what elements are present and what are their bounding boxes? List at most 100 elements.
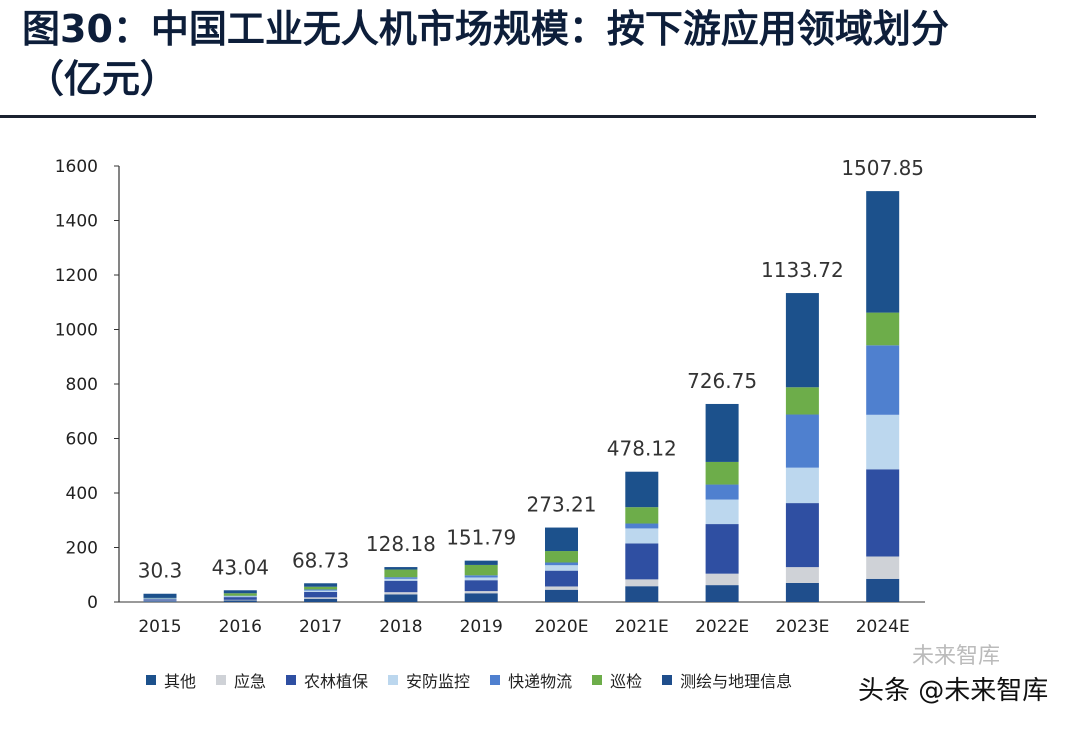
y-tick-label: 1400 [55, 212, 98, 232]
legend-label: 应急 [234, 672, 267, 691]
x-tick-label: 2023E [775, 617, 829, 637]
bar-segment-2019-安防监控 [464, 577, 498, 581]
legend-swatch [592, 675, 603, 685]
bar-segment-2020E-农林植保 [545, 570, 578, 587]
bar-segment-2018-其他 [384, 567, 418, 570]
legend-item: 应急 [216, 668, 266, 692]
bar-segment-2019-测绘与地理信息 [464, 593, 498, 602]
legend-swatch [146, 675, 156, 685]
chart-title: 图30：中国工业无人机市场规模：按下游应用领域划分 （亿元） [22, 4, 1062, 104]
legend-item: 农林植保 [286, 668, 368, 692]
chart-title-line2: （亿元） [26, 57, 179, 101]
bar-segment-2018-测绘与地理信息 [384, 594, 418, 602]
labels: 2015 30.3 2016 43.04 2017 68.73 2018 128.18 2019… [138, 156, 924, 637]
total-label: 128.18 [366, 532, 436, 556]
total-label: 43.04 [212, 555, 269, 579]
legend-swatch [490, 675, 501, 685]
watermark: 头条 @未来智库 [858, 676, 1049, 706]
bar-segment-2015-农林植保 [143, 599, 177, 601]
bar-segment-2018-安防监控 [384, 578, 418, 581]
bar-segment-2016-巡检 [223, 593, 257, 596]
y-tick-label: 400 [66, 484, 98, 504]
bar-segment-2020E-应急 [545, 586, 578, 590]
x-tick-label: 2018 [379, 617, 422, 637]
bar-segment-2016-测绘与地理信息 [223, 600, 257, 602]
bar-segment-2017-安防监控 [304, 590, 338, 592]
y-tick-label: 200 [66, 539, 98, 559]
bar-segment-2015-应急 [143, 600, 177, 602]
x-tick-label: 2016 [219, 617, 262, 637]
bar-segment-2024E-快递物流 [866, 345, 900, 415]
bar-segment-2024E-安防监控 [866, 414, 900, 470]
bar-segment-2022E-应急 [705, 573, 739, 586]
x-tick-label: 2019 [460, 617, 503, 637]
bar-segment-2017-农林植保 [304, 591, 338, 598]
legend-item: 快递物流 [490, 668, 572, 692]
bar-segment-2018-巡检 [384, 569, 418, 578]
bar-segment-2017-应急 [304, 597, 338, 599]
watermark-faded: 未来智库 [912, 644, 1001, 669]
axes: 0 200 400 600 800 1000 1200 1400 1600 [55, 157, 925, 613]
bar-segment-2023E-安防监控 [785, 467, 819, 504]
bar-segment-2023E-农林植保 [785, 503, 819, 568]
legend-label: 安防监控 [406, 672, 471, 691]
bar-segment-2017-测绘与地理信息 [304, 598, 338, 602]
total-label: 273.21 [527, 493, 597, 517]
total-label: 30.3 [138, 559, 183, 583]
legend-swatch [216, 675, 227, 685]
bar-segment-2023E-测绘与地理信息 [785, 582, 819, 602]
bar-segment-2019-其他 [464, 560, 498, 565]
legend-item: 测绘与地理信息 [662, 668, 792, 692]
bar-segment-2020E-安防监控 [545, 565, 578, 571]
legend-item: 其他 [146, 668, 196, 692]
y-tick-label: 0 [87, 593, 98, 613]
bar-segment-2016-应急 [223, 599, 257, 601]
total-label: 726.75 [687, 369, 757, 393]
legend-item: 安防监控 [388, 668, 470, 692]
bar-segment-2024E-农林植保 [866, 469, 900, 557]
bar-segment-2016-农林植保 [223, 597, 257, 600]
bar-segment-2024E-测绘与地理信息 [866, 578, 900, 602]
x-tick-label: 2017 [299, 617, 342, 637]
bar-segment-2018-快递物流 [384, 577, 418, 579]
bar-segment-2022E-巡检 [705, 461, 739, 485]
bar-segment-2022E-快递物流 [705, 484, 739, 500]
total-label: 1507.85 [841, 156, 924, 180]
bar-segment-2019-农林植保 [464, 580, 498, 592]
legend-swatch [286, 675, 297, 685]
bar-segment-2018-应急 [384, 592, 418, 595]
bar-segment-2020E-测绘与地理信息 [545, 589, 578, 602]
bar-segment-2019-巡检 [464, 564, 498, 576]
x-tick-label: 2015 [138, 617, 181, 637]
bar-segment-2020E-快递物流 [545, 562, 578, 566]
x-tick-label: 2020E [534, 617, 588, 637]
bar-segment-2015-其他 [143, 593, 177, 598]
total-label: 478.12 [607, 437, 677, 461]
legend: 其他 应急 农林植保 安防监控 快递物流 巡检 测绘与地理信息 [146, 668, 812, 692]
bar-segment-2022E-测绘与地理信息 [705, 585, 739, 602]
x-tick-label: 2021E [615, 617, 669, 637]
legend-label: 农林植保 [304, 672, 369, 691]
bar-segment-2023E-应急 [785, 567, 819, 583]
legend-swatch [388, 675, 399, 685]
y-tick-label: 800 [66, 375, 98, 395]
bar-segment-2023E-巡检 [785, 387, 819, 415]
chart-title-line1: 图30：中国工业无人机市场规模：按下游应用领域划分 [22, 7, 949, 51]
bar-segment-2024E-巡检 [866, 312, 900, 346]
bar-segment-2020E-巡检 [545, 551, 578, 563]
bar-segment-2018-农林植保 [384, 580, 418, 593]
bar-segment-2021E-测绘与地理信息 [625, 586, 659, 602]
legend-label: 测绘与地理信息 [680, 672, 793, 691]
bar-segment-2017-快递物流 [304, 589, 338, 591]
bar-segment-2021E-巡检 [625, 507, 659, 524]
bar-segment-2015-快递物流 [143, 598, 177, 599]
bar-segment-2017-巡检 [304, 586, 338, 590]
bar-segment-2019-应急 [464, 591, 498, 594]
bars [143, 191, 900, 602]
bar-segment-2021E-农林植保 [625, 543, 659, 580]
bar-segment-2017-其他 [304, 583, 338, 587]
legend-label: 快递物流 [508, 672, 573, 691]
title-divider [0, 115, 1036, 118]
bar-segment-2016-其他 [223, 590, 257, 594]
